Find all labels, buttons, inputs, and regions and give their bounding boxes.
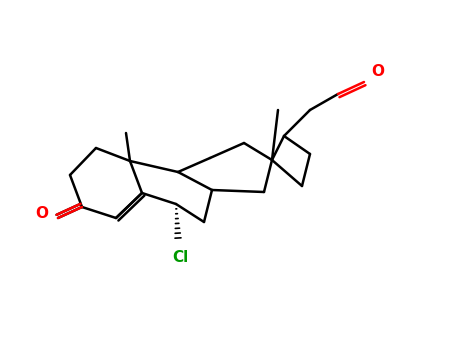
Text: O: O	[371, 64, 384, 79]
Text: O: O	[35, 205, 49, 220]
Text: Cl: Cl	[172, 251, 188, 266]
